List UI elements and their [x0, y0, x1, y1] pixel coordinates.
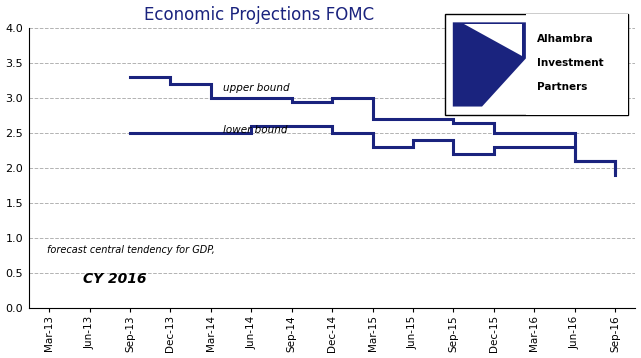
Title: Economic Projections FOMC: Economic Projections FOMC — [144, 6, 374, 24]
Text: upper bound: upper bound — [223, 83, 290, 93]
Text: lower bound: lower bound — [223, 125, 287, 135]
Text: CY 2016: CY 2016 — [83, 272, 147, 286]
Polygon shape — [463, 24, 522, 57]
Text: Partners: Partners — [537, 82, 587, 92]
Text: Investment: Investment — [537, 58, 603, 68]
Text: Alhambra: Alhambra — [537, 34, 594, 44]
Bar — [526, 14, 628, 115]
FancyBboxPatch shape — [445, 14, 628, 115]
Polygon shape — [453, 22, 526, 107]
Text: forecast central tendency for GDP,: forecast central tendency for GDP, — [47, 245, 215, 255]
